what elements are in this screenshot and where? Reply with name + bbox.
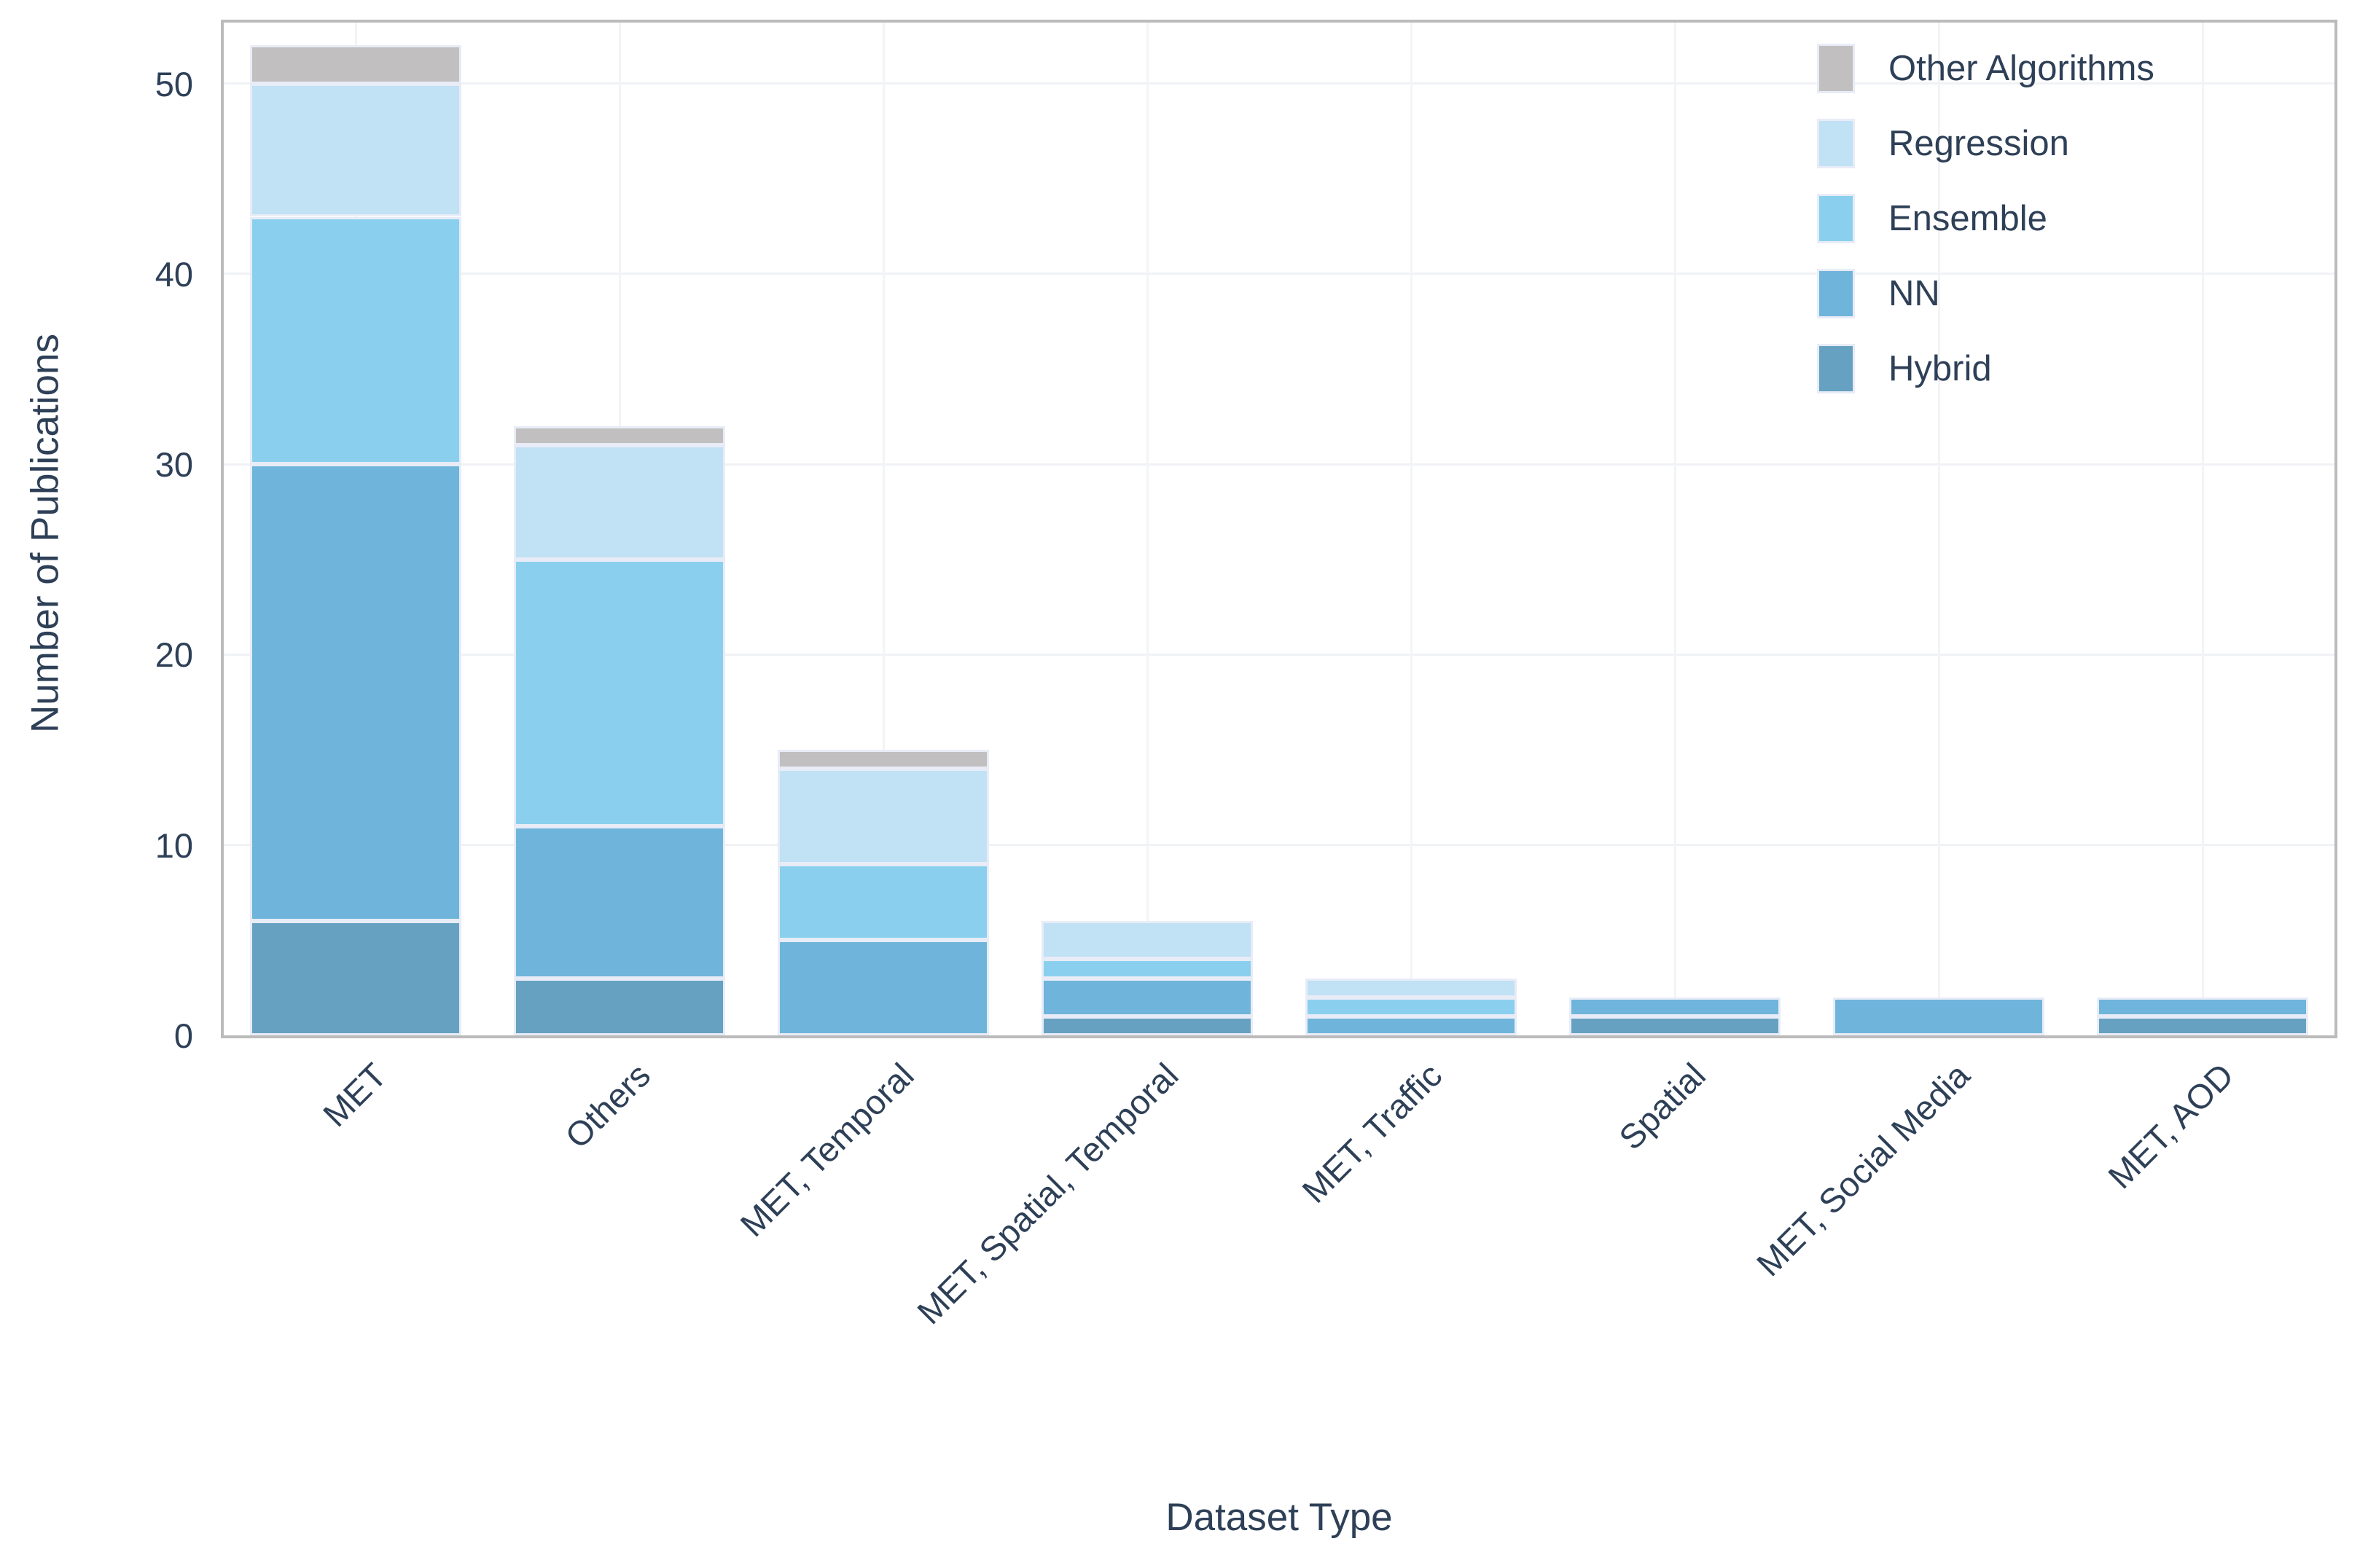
x-tick-label: Spatial [1611,1055,1714,1157]
legend-label: Regression [1888,124,2069,163]
bar-segment-ensemble [1305,997,1517,1016]
bar-segment-ensemble [1042,959,1253,979]
gridline-horizontal [224,82,2334,85]
bar-segment-regression [514,445,725,560]
legend-item: Regression [1817,119,2154,168]
x-tick-label: Others [557,1055,658,1156]
bar-segment-hybrid [1042,1016,1253,1035]
gridline-vertical [1673,23,1676,1035]
y-axis-title: Number of Publications [23,334,67,733]
y-tick-label: 0 [173,1016,193,1055]
legend-label: Other Algorithms [1888,49,2154,88]
bar-segment-hybrid [2097,1016,2308,1035]
y-tick-label: 30 [155,445,193,485]
bar-segment-nn [514,826,725,979]
bar-segment-hybrid [1569,1016,1781,1035]
legend-swatch [1817,119,1855,168]
legend-item: NN [1817,269,2154,318]
bar-segment-ensemble [778,863,989,941]
legend-item: Hybrid [1817,344,2154,393]
gridline-horizontal [224,844,2334,847]
x-axis-title: Dataset Type [1165,1496,1393,1539]
bar-segment-other-algorithms [778,750,989,769]
x-tick-label: MET, Temporal [732,1055,922,1244]
gridline-vertical [1146,23,1149,1035]
gridline-horizontal [224,273,2334,275]
gridline-vertical [882,23,885,1035]
legend: Other Algorithms Regression Ensemble NN Hybr… [1817,44,2154,421]
bar-segment-other-algorithms [514,426,725,446]
bar-segment-hybrid [514,978,725,1035]
bar-segment-regression [1042,921,1253,960]
legend-label: Ensemble [1888,199,2047,238]
gridline-vertical [2201,23,2204,1035]
legend-swatch [1817,194,1855,243]
legend-item: Other Algorithms [1817,44,2154,93]
gridline-horizontal [224,463,2334,466]
x-tick-label: MET [315,1055,394,1134]
bar-segment-nn [1569,997,1781,1016]
bar-segment-nn [1833,997,2044,1035]
gridline-vertical [1410,23,1412,1035]
legend-item: Ensemble [1817,194,2154,243]
y-tick-label: 50 [155,64,193,103]
bar-segment-hybrid [250,921,461,1035]
x-tick-label: MET, Social Media [1748,1055,1977,1284]
x-tick-label: MET, AOD [2100,1055,2241,1196]
y-tick-label: 20 [155,635,193,675]
x-tick-label: MET, Traffic [1294,1055,1450,1211]
y-tick-label: 40 [155,254,193,294]
bar-segment-nn [1042,978,1253,1016]
legend-swatch [1817,269,1855,318]
bar-segment-nn [250,464,461,922]
legend-swatch [1817,344,1855,393]
bar-segment-nn [2097,997,2308,1016]
bar-segment-regression [1305,978,1517,997]
gridline-horizontal [224,653,2334,656]
bar-segment-regression [778,769,989,864]
bar-segment-nn [778,940,989,1035]
bar-segment-regression [250,83,461,217]
legend-label: Hybrid [1888,349,1992,388]
y-tick-label: 10 [155,826,193,865]
bar-segment-ensemble [514,559,725,826]
gridline-vertical [1937,23,1940,1035]
bar-segment-ensemble [250,216,461,465]
x-tick-label: MET, Spatial, Temporal [909,1055,1186,1332]
legend-swatch [1817,44,1855,93]
bar-segment-other-algorithms [250,45,461,84]
legend-label: NN [1888,274,1940,313]
bar-segment-nn [1305,1016,1517,1035]
